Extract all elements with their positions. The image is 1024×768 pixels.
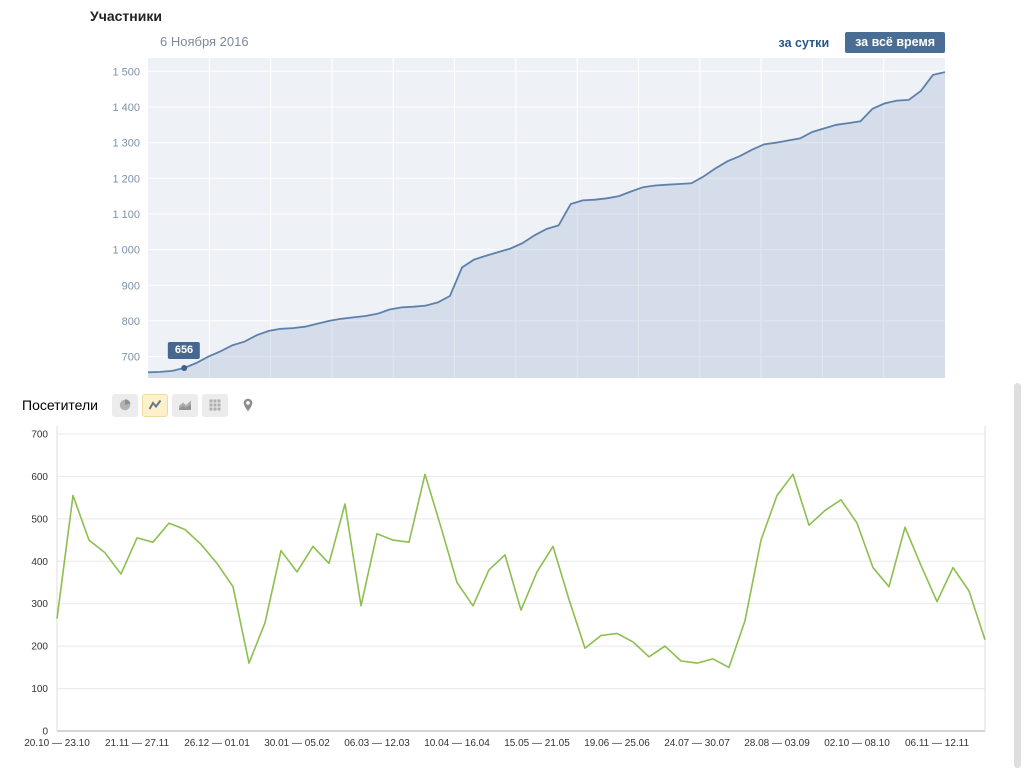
visitors-chart[interactable]: 0 100 200 300 400 500 600 700 20.10 — 23.10 21.11…: [0, 418, 1024, 750]
range-switch: за сутки за всё время: [779, 32, 945, 53]
area-chart-icon: [178, 400, 191, 410]
svg-text:300: 300: [31, 599, 48, 610]
table-chart-icon: [209, 399, 221, 411]
line-chart-button[interactable]: [141, 393, 168, 417]
line-chart-icon: [148, 399, 162, 410]
svg-text:21.11 — 27.11: 21.11 — 27.11: [105, 738, 170, 749]
range-all-button[interactable]: за всё время: [845, 32, 945, 53]
members-chart[interactable]: 700 800 900 1 000 1 100 1 200 1 300 1 400 1 500 …: [88, 58, 945, 380]
svg-text:06.11 — 12.11: 06.11 — 12.11: [905, 738, 970, 749]
svg-text:26.12 — 01.01: 26.12 — 01.01: [184, 738, 250, 749]
visitors-toolbar: Посетители: [0, 392, 1024, 418]
svg-text:700: 700: [31, 430, 48, 441]
members-section: Участники 6 Ноября 2016 за сутки за всё …: [88, 0, 945, 380]
svg-text:28.08 — 03.09: 28.08 — 03.09: [744, 738, 810, 749]
members-date-label: 6 Ноября 2016: [160, 34, 249, 49]
svg-text:500: 500: [31, 514, 48, 525]
svg-text:30.01 — 05.02: 30.01 — 05.02: [264, 738, 330, 749]
svg-text:19.06 — 25.06: 19.06 — 25.06: [584, 738, 650, 749]
svg-text:15.05 — 21.05: 15.05 — 21.05: [504, 738, 570, 749]
map-pin-button[interactable]: [235, 394, 261, 417]
svg-text:400: 400: [31, 557, 48, 568]
visitors-title: Посетители: [22, 397, 98, 413]
pie-chart-button[interactable]: [111, 393, 138, 417]
svg-text:1 500: 1 500: [112, 66, 140, 78]
svg-text:900: 900: [122, 280, 140, 292]
members-tooltip: 656: [167, 342, 201, 359]
svg-text:06.03 — 12.03: 06.03 — 12.03: [344, 738, 410, 749]
members-chart-svg: 700 800 900 1 000 1 100 1 200 1 300 1 400 1 500: [112, 58, 945, 378]
scrollbar-thumb[interactable]: [1014, 383, 1021, 768]
map-pin-icon: [243, 398, 253, 412]
svg-text:20.10 — 23.10: 20.10 — 23.10: [24, 738, 90, 749]
members-chart-header: 6 Ноября 2016 за сутки за всё время: [88, 32, 945, 54]
svg-text:1 100: 1 100: [112, 209, 140, 221]
svg-text:800: 800: [122, 316, 140, 328]
svg-text:600: 600: [31, 472, 48, 483]
svg-text:1 400: 1 400: [112, 102, 140, 114]
pie-chart-icon: [119, 399, 131, 411]
svg-text:1 300: 1 300: [112, 138, 140, 150]
area-chart-button[interactable]: [171, 393, 198, 417]
svg-text:10.04 — 16.04: 10.04 — 16.04: [424, 738, 490, 749]
svg-text:200: 200: [31, 642, 48, 653]
members-title: Участники: [90, 8, 162, 24]
visitors-section: Посетители: [0, 392, 1024, 750]
svg-text:02.10 — 08.10: 02.10 — 08.10: [824, 738, 890, 749]
svg-text:24.07 — 30.07: 24.07 — 30.07: [664, 738, 730, 749]
range-day-link[interactable]: за сутки: [778, 35, 830, 50]
svg-text:0: 0: [42, 727, 48, 738]
svg-text:1 000: 1 000: [112, 245, 140, 257]
table-chart-button[interactable]: [201, 393, 228, 417]
visitors-chart-svg: 0 100 200 300 400 500 600 700 20.10 — 23.10 21.11…: [24, 426, 986, 749]
svg-text:1 200: 1 200: [112, 173, 140, 185]
svg-text:700: 700: [122, 352, 140, 364]
svg-text:100: 100: [31, 684, 48, 695]
